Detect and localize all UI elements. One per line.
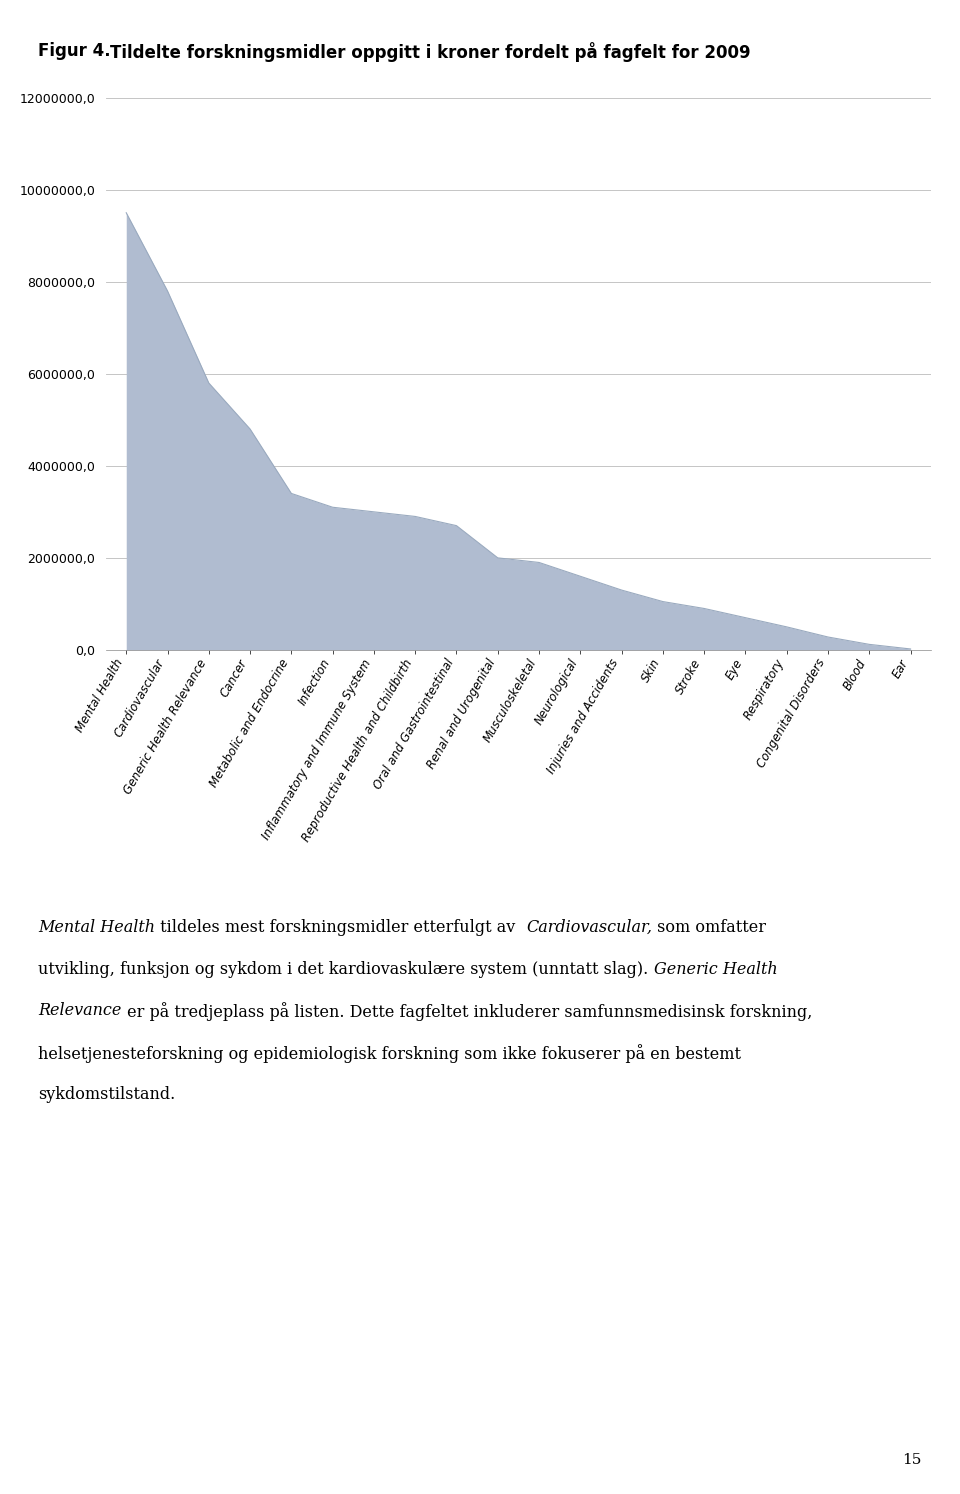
Text: Mental Health: Mental Health bbox=[38, 919, 156, 935]
Text: Relevance: Relevance bbox=[38, 1002, 122, 1019]
Text: Tildelte forskningsmidler oppgitt i kroner fordelt på fagfelt for 2009: Tildelte forskningsmidler oppgitt i kron… bbox=[110, 42, 751, 61]
Text: Generic Health: Generic Health bbox=[654, 961, 778, 977]
Text: er på tredjeplass på listen. Dette fagfeltet inkluderer samfunnsmedisinsk forskn: er på tredjeplass på listen. Dette fagfe… bbox=[122, 1002, 812, 1022]
Text: Figur 4.: Figur 4. bbox=[38, 42, 111, 60]
Text: sykdomstilstand.: sykdomstilstand. bbox=[38, 1086, 176, 1103]
Text: helsetjenesteforskning og epidemiologisk forskning som ikke fokuserer på en best: helsetjenesteforskning og epidemiologisk… bbox=[38, 1044, 741, 1064]
Text: som omfatter: som omfatter bbox=[652, 919, 766, 935]
Text: Cardiovascular,: Cardiovascular, bbox=[526, 919, 652, 935]
Text: utvikling, funksjon og sykdom i det kardiovaskulære system (unntatt slag).: utvikling, funksjon og sykdom i det kard… bbox=[38, 961, 654, 977]
Text: tildeles mest forskningsmidler etterfulgt av: tildeles mest forskningsmidler etterfulg… bbox=[156, 919, 526, 935]
Text: 15: 15 bbox=[902, 1454, 922, 1467]
